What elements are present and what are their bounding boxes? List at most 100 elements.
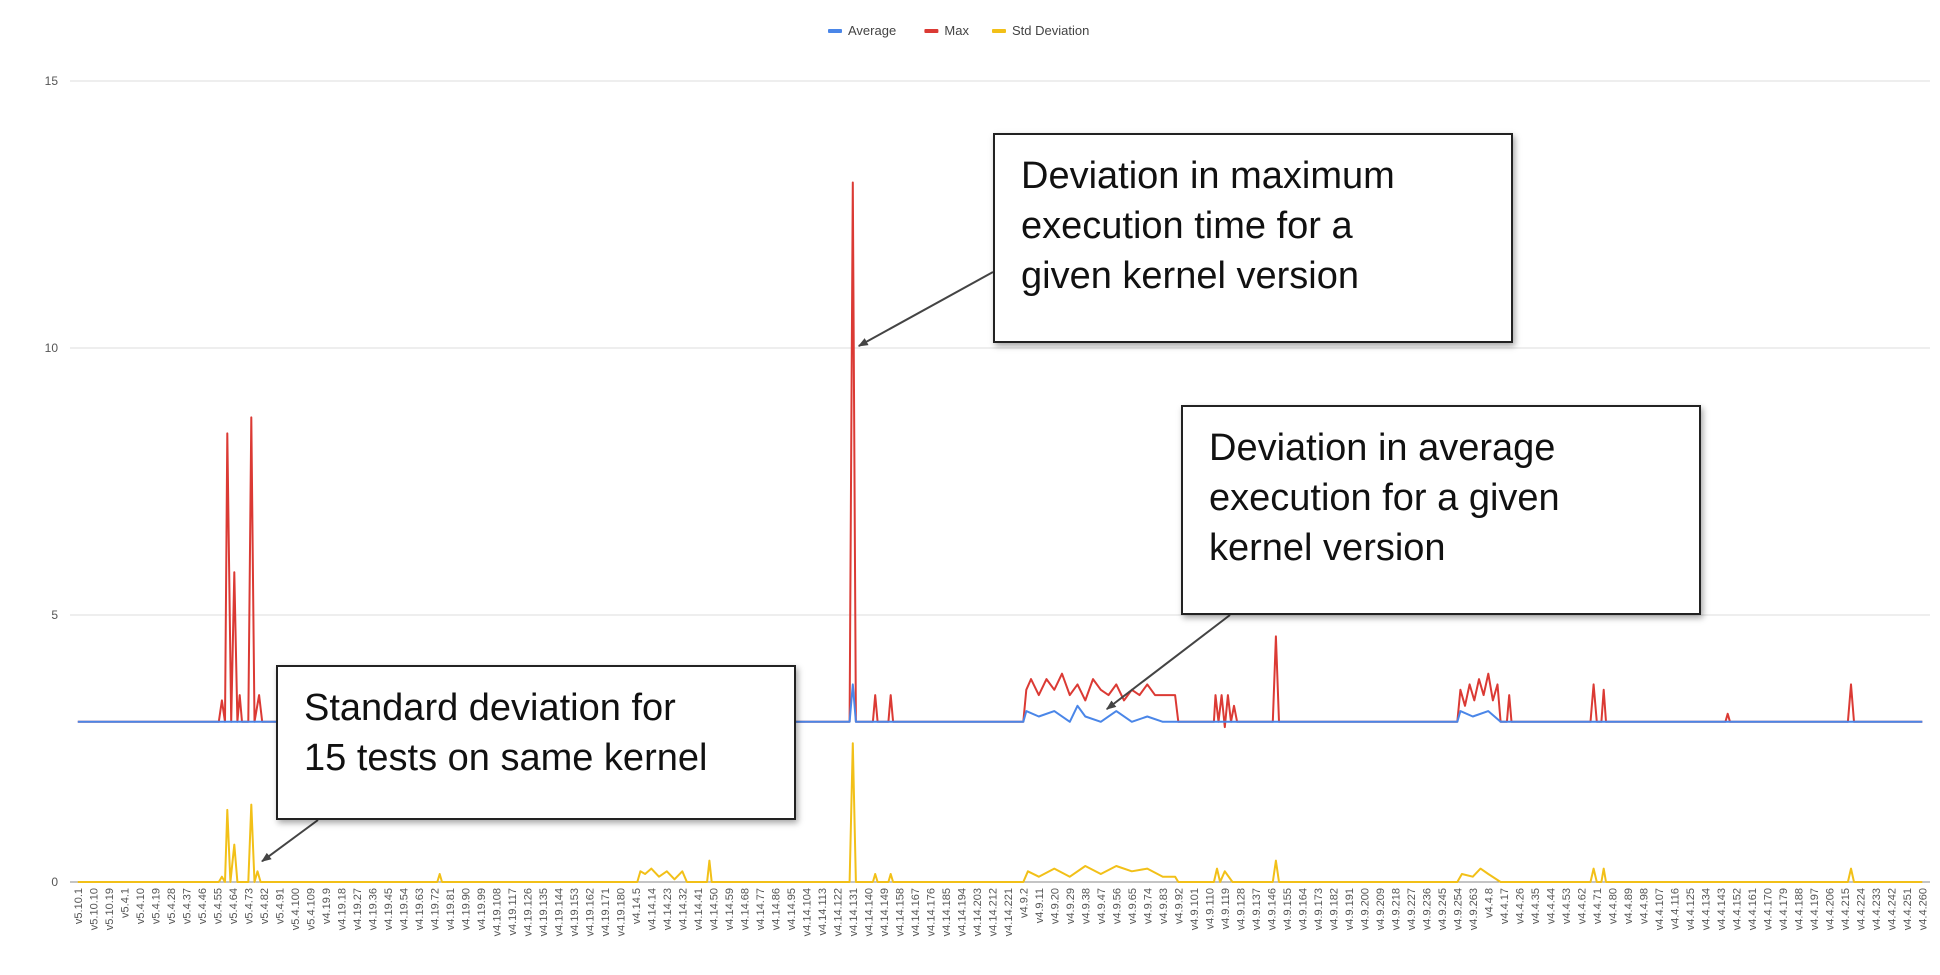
x-tick-label: v4.9.263 [1468, 888, 1480, 930]
x-tick-label: v4.9.245 [1437, 888, 1449, 930]
x-tick-label: v4.14.59 [724, 888, 736, 930]
x-tick-label: v4.4.233 [1871, 888, 1883, 930]
x-tick-label: v4.19.126 [522, 888, 534, 936]
x-tick-label: v4.14.203 [972, 888, 984, 936]
x-tick-label: v4.14.212 [987, 888, 999, 936]
legend-swatch-average [828, 29, 842, 33]
x-tick-label: v4.19.171 [600, 888, 612, 936]
x-tick-label: v5.4.82 [259, 888, 271, 924]
x-tick-label: v4.9.254 [1452, 888, 1464, 930]
x-tick-label: v4.19.63 [414, 888, 426, 930]
x-tick-label: v4.9.164 [1297, 888, 1309, 930]
x-tick-label: v5.10.10 [88, 888, 100, 930]
x-tick-label: v5.10.19 [104, 888, 116, 930]
x-tick-label: v4.9.2 [1018, 888, 1030, 918]
x-tick-label: v4.14.77 [755, 888, 767, 930]
x-tick-label: v4.4.53 [1561, 888, 1573, 924]
x-tick-label: v4.4.170 [1762, 888, 1774, 930]
x-tick-label: v4.9.56 [1111, 888, 1123, 924]
x-tick-label: v5.4.55 [212, 888, 224, 924]
x-tick-label: v4.19.99 [476, 888, 488, 930]
x-tick-label: v4.9.65 [1127, 888, 1139, 924]
x-tick-label: v4.19.72 [429, 888, 441, 930]
x-tick-label: v4.4.71 [1592, 888, 1604, 924]
x-tick-label: v4.14.131 [848, 888, 860, 936]
x-tick-label: v5.4.91 [274, 888, 286, 924]
x-tick-label: v4.4.206 [1824, 888, 1836, 930]
x-tick-label: v4.9.173 [1313, 888, 1325, 930]
x-tick-label: v4.9.20 [1049, 888, 1061, 924]
x-tick-label: v5.4.46 [197, 888, 209, 924]
x-tick-label: v4.19.117 [507, 888, 519, 936]
annotation-std-line-1: Standard deviation for [304, 687, 676, 729]
x-tick-label: v4.14.14 [646, 888, 658, 930]
x-tick-label: v4.14.86 [770, 888, 782, 930]
legend-label-max: Max [944, 23, 969, 38]
annotation-max-line-3: given kernel version [1021, 255, 1359, 297]
x-tick-label: v4.9.11 [1034, 888, 1046, 923]
x-tick-label: v4.14.23 [662, 888, 674, 930]
x-tick-label: v4.9.200 [1359, 888, 1371, 930]
x-tick-label: v4.19.54 [398, 888, 410, 930]
x-tick-label: v4.4.80 [1607, 888, 1619, 924]
x-tick-label: v4.9.227 [1406, 888, 1418, 930]
x-tick-label: v4.9.137 [1251, 888, 1263, 930]
x-tick-label: v4.4.152 [1731, 888, 1743, 930]
x-tick-label: v4.19.180 [615, 888, 627, 936]
x-tick-label: v4.9.38 [1080, 888, 1092, 924]
x-tick-label: v4.14.140 [863, 888, 875, 936]
x-tick-label: v4.4.44 [1545, 888, 1557, 924]
x-tick-label: v4.14.41 [693, 888, 705, 930]
y-tick-label-10: 10 [45, 341, 59, 355]
x-tick-label: v4.19.36 [367, 888, 379, 930]
x-tick-label: v4.9.236 [1421, 888, 1433, 930]
series-line-std-deviation [77, 742, 1923, 883]
x-tick-label: v4.19.90 [460, 888, 472, 930]
x-tick-label: v4.4.224 [1855, 888, 1867, 930]
x-tick-label: v4.14.221 [1003, 888, 1015, 936]
x-tick-label: v4.9.29 [1065, 888, 1077, 924]
x-tick-label: v4.14.113 [817, 888, 829, 936]
x-tick-label: v4.19.153 [569, 888, 581, 936]
x-tick-label: v5.4.100 [290, 888, 302, 930]
annotation-max-line-2: execution time for a [1021, 205, 1353, 247]
x-tick-label: v4.4.116 [1669, 888, 1681, 929]
x-tick-label: v4.19.108 [491, 888, 503, 936]
annotation-arrow-std [261, 819, 319, 863]
x-tick-label: v4.14.158 [894, 888, 906, 936]
x-tick-label: v4.9.92 [1173, 888, 1185, 924]
legend-swatch-std-deviation [992, 29, 1006, 33]
x-tick-label: v5.4.1 [119, 888, 131, 918]
x-tick-label: v4.14.194 [956, 888, 968, 936]
x-tick-label: v4.9.209 [1375, 888, 1387, 930]
x-tick-label: v4.4.8 [1483, 888, 1495, 918]
x-tick-label: v4.19.27 [352, 888, 364, 930]
x-tick-label: v4.4.17 [1499, 888, 1511, 924]
x-tick-label: v4.4.179 [1778, 888, 1790, 930]
x-tick-label: v5.4.37 [181, 888, 193, 924]
annotation-arrow-max [857, 271, 994, 347]
x-tick-label: v4.9.128 [1235, 888, 1247, 930]
annotation-max-line-1: Deviation in maximum [1021, 155, 1395, 197]
x-tick-label: v4.4.215 [1840, 888, 1852, 930]
x-tick-label: v4.19.45 [383, 888, 395, 930]
x-tick-label: v4.14.95 [786, 888, 798, 930]
x-tick-label: v4.9.218 [1390, 888, 1402, 930]
x-tick-label: v4.9.182 [1328, 888, 1340, 930]
x-tick-label: v4.14.176 [925, 888, 937, 936]
x-tick-label: v4.9.74 [1142, 888, 1154, 924]
annotation-std-line-2: 15 tests on same kernel [304, 737, 708, 779]
x-tick-label: v4.9.101 [1189, 888, 1201, 930]
annotation-max-callout: Deviation in maximum execution time for … [993, 133, 1513, 343]
x-tick-label: v4.14.32 [677, 888, 689, 930]
y-tick-label-15: 15 [45, 74, 59, 88]
annotation-avg-callout: Deviation in average execution for a giv… [1181, 405, 1701, 615]
x-tick-label: v4.14.104 [801, 888, 813, 936]
annotation-avg-line-3: kernel version [1209, 527, 1446, 569]
x-tick-label: v4.4.62 [1576, 888, 1588, 924]
x-tick-label: v4.14.122 [832, 888, 844, 936]
x-tick-label: v5.4.28 [166, 888, 178, 924]
x-tick-label: v5.4.64 [228, 888, 240, 924]
